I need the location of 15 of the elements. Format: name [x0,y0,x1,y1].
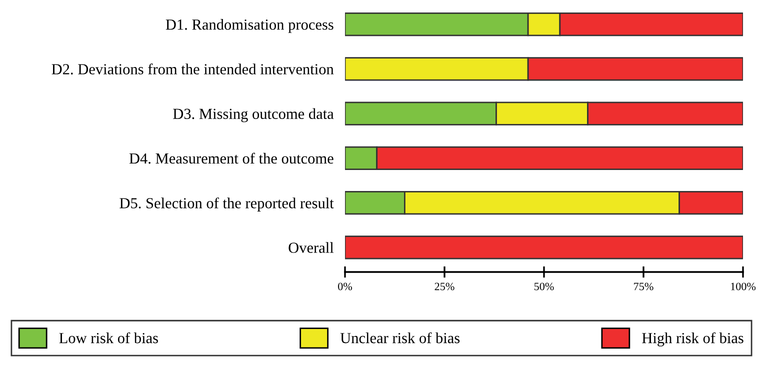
legend-label: High risk of bias [642,332,744,346]
x-tick-label: 75% [634,282,654,290]
legend-label: Low risk of bias [59,332,158,344]
y-tick-label: D4. Measurement of the outcome [129,152,334,164]
y-tick-label: D5. Selection of the reported result [120,197,334,212]
bar [345,236,743,260]
x-tick-label: 0% [338,282,352,290]
y-tick-label: D2. Deviations from the intended intervention [52,63,334,74]
x-tick-label: 100% [731,282,756,290]
y-tick-label: D3. Missing outcome data [173,108,334,122]
y-tick-label: Overall [288,242,334,253]
x-tick-label: 25% [434,282,454,290]
x-tick-label: 50% [534,282,554,290]
y-tick-label: D1. Randomisation process [166,19,334,33]
legend-label: Unclear risk of bias [340,332,460,344]
